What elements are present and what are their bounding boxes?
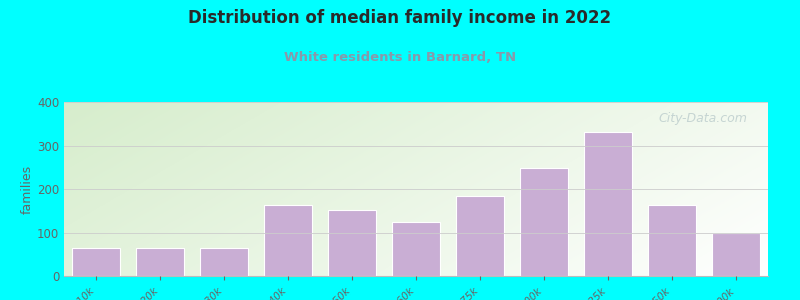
Bar xyxy=(72,248,120,276)
Bar xyxy=(200,248,248,276)
Bar xyxy=(584,133,632,276)
Bar xyxy=(648,205,696,276)
Bar xyxy=(328,210,376,276)
Bar xyxy=(264,205,312,276)
Bar xyxy=(136,248,184,276)
Text: Distribution of median family income in 2022: Distribution of median family income in … xyxy=(189,9,611,27)
Text: White residents in Barnard, TN: White residents in Barnard, TN xyxy=(284,51,516,64)
Y-axis label: families: families xyxy=(21,164,34,214)
Bar xyxy=(520,168,568,276)
Bar xyxy=(456,196,504,276)
Bar xyxy=(712,232,760,276)
Bar xyxy=(392,222,440,276)
Text: City-Data.com: City-Data.com xyxy=(658,112,747,125)
